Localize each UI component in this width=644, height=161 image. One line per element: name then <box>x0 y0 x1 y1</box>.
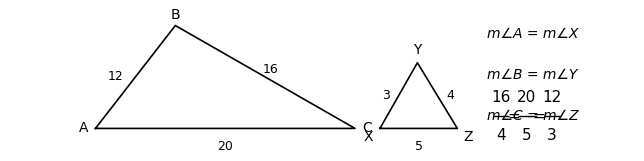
Text: C: C <box>363 121 372 135</box>
Text: A: A <box>79 121 88 135</box>
Text: B: B <box>171 8 180 22</box>
Text: m∠A = m∠X: m∠A = m∠X <box>488 27 579 41</box>
Text: 12: 12 <box>107 71 123 83</box>
Text: 16: 16 <box>491 90 511 105</box>
Text: 12: 12 <box>542 90 562 105</box>
Text: Y: Y <box>413 43 422 57</box>
Text: 16: 16 <box>262 63 278 76</box>
Text: 20: 20 <box>516 90 536 105</box>
Text: 4: 4 <box>496 128 506 143</box>
Text: 4: 4 <box>446 89 454 102</box>
Text: =: = <box>533 109 545 123</box>
Text: 5: 5 <box>415 140 422 153</box>
Text: 3: 3 <box>382 89 390 102</box>
Text: =: = <box>507 109 520 123</box>
Text: X: X <box>364 130 374 144</box>
Text: m∠B = m∠Y: m∠B = m∠Y <box>488 68 578 82</box>
Text: 3: 3 <box>547 128 556 143</box>
Text: m∠C = m∠Z: m∠C = m∠Z <box>488 109 579 123</box>
Text: 20: 20 <box>217 140 233 153</box>
Text: 5: 5 <box>522 128 531 143</box>
Text: Z: Z <box>464 130 473 144</box>
